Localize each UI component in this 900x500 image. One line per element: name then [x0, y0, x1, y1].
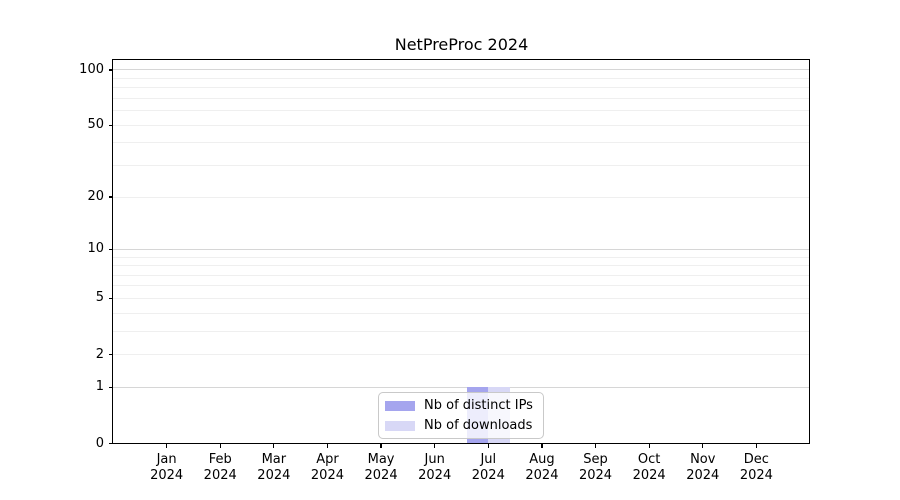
- x-tick-label: Apr 2024: [299, 452, 355, 484]
- y-tick-label: 0: [95, 435, 104, 451]
- x-tick-month: Jan: [156, 451, 177, 467]
- major-gridline: [113, 386, 810, 388]
- x-tick-mark: [648, 444, 650, 448]
- y-tick-mark: [109, 196, 113, 198]
- x-tick-month: Apr: [316, 451, 339, 467]
- x-tick-year: 2024: [364, 467, 398, 483]
- y-tick-mark: [109, 248, 113, 251]
- minor-gridline: [113, 330, 810, 332]
- y-tick-mark: [109, 353, 113, 356]
- legend-item-downloads: Nb of downloads: [385, 418, 537, 433]
- minor-gridline: [113, 312, 810, 314]
- x-tick-month: Dec: [743, 451, 769, 467]
- y-tick-label: 100: [79, 61, 104, 77]
- x-tick-mark: [273, 444, 275, 448]
- x-tick-label: Oct 2024: [621, 452, 677, 484]
- minor-gridline: [113, 124, 810, 126]
- x-tick-label: Nov 2024: [675, 452, 731, 484]
- legend-swatch-downloads: [385, 420, 415, 431]
- legend: Nb of distinct IPs Nb of downloads: [378, 392, 544, 439]
- x-tick-mark: [380, 444, 382, 448]
- x-tick-month: Nov: [690, 451, 716, 467]
- x-tick-mark: [165, 444, 168, 448]
- legend-label-downloads: Nb of downloads: [424, 418, 533, 433]
- x-tick-year: 2024: [310, 467, 344, 483]
- y-tick-label: 50: [87, 117, 104, 133]
- legend-swatch-distinct-ips: [385, 400, 415, 411]
- x-tick-year: 2024: [150, 467, 184, 483]
- minor-gridline: [113, 297, 810, 299]
- x-tick-year: 2024: [578, 467, 613, 483]
- y-tick-label: 2: [95, 346, 104, 362]
- x-tick-mark: [219, 444, 221, 448]
- x-tick-mark: [326, 444, 329, 448]
- x-tick-year: 2024: [203, 467, 237, 483]
- x-tick-month: Jun: [424, 451, 445, 467]
- minor-gridline: [113, 87, 810, 89]
- y-tick-mark: [109, 124, 113, 126]
- x-tick-year: 2024: [418, 467, 452, 483]
- x-tick-month: Feb: [208, 451, 232, 467]
- x-tick-label: May 2024: [353, 452, 409, 484]
- major-gridline: [113, 248, 810, 250]
- x-tick-label: Sep 2024: [568, 452, 624, 484]
- major-gridline: [113, 69, 810, 71]
- x-tick-year: 2024: [632, 467, 666, 483]
- minor-gridline: [113, 354, 810, 356]
- chart-title: NetPreProc 2024: [394, 35, 529, 54]
- x-tick-year: 2024: [686, 467, 720, 483]
- x-tick-label: Jan 2024: [139, 452, 195, 484]
- minor-gridline: [113, 165, 810, 166]
- y-tick-mark: [109, 442, 113, 445]
- x-tick-year: 2024: [471, 467, 505, 483]
- x-tick-label: Jul 2024: [460, 452, 516, 484]
- x-tick-mark: [702, 444, 704, 448]
- minor-gridline: [113, 77, 810, 79]
- x-tick-label: Mar 2024: [246, 452, 302, 484]
- x-tick-month: Jul: [480, 451, 497, 467]
- x-tick-mark: [755, 444, 758, 448]
- legend-item-distinct-ips: Nb of distinct IPs: [385, 398, 537, 413]
- y-tick-label: 5: [95, 290, 104, 306]
- minor-gridline: [113, 110, 810, 112]
- minor-gridline: [113, 285, 810, 287]
- minor-gridline: [113, 196, 810, 198]
- minor-gridline: [113, 97, 810, 99]
- x-tick-label: Jun 2024: [407, 452, 463, 484]
- x-tick-mark: [594, 444, 597, 448]
- x-tick-year: 2024: [739, 467, 773, 483]
- minor-gridline: [113, 265, 810, 267]
- y-tick-mark: [109, 297, 113, 300]
- minor-gridline: [113, 142, 810, 144]
- x-tick-month: Sep: [583, 451, 608, 467]
- y-tick-label: 1: [95, 379, 104, 395]
- x-tick-mark: [487, 444, 489, 448]
- x-tick-label: Feb 2024: [192, 452, 248, 484]
- x-tick-year: 2024: [257, 467, 291, 483]
- x-tick-mark: [434, 444, 436, 448]
- x-tick-label: Dec 2024: [728, 452, 784, 484]
- y-tick-label: 20: [87, 189, 104, 205]
- minor-gridline: [113, 256, 810, 258]
- x-tick-month: Oct: [637, 451, 661, 467]
- x-tick-mark: [541, 444, 543, 448]
- x-tick-year: 2024: [525, 467, 559, 483]
- x-tick-month: Aug: [529, 451, 555, 467]
- x-tick-month: Mar: [261, 451, 287, 467]
- legend-label-distinct-ips: Nb of distinct IPs: [424, 398, 533, 413]
- y-tick-mark: [109, 69, 113, 71]
- y-tick-label: 10: [87, 241, 104, 257]
- minor-gridline: [113, 274, 810, 276]
- x-tick-month: May: [367, 451, 395, 467]
- y-tick-mark: [109, 386, 113, 389]
- x-tick-label: Aug 2024: [514, 452, 570, 484]
